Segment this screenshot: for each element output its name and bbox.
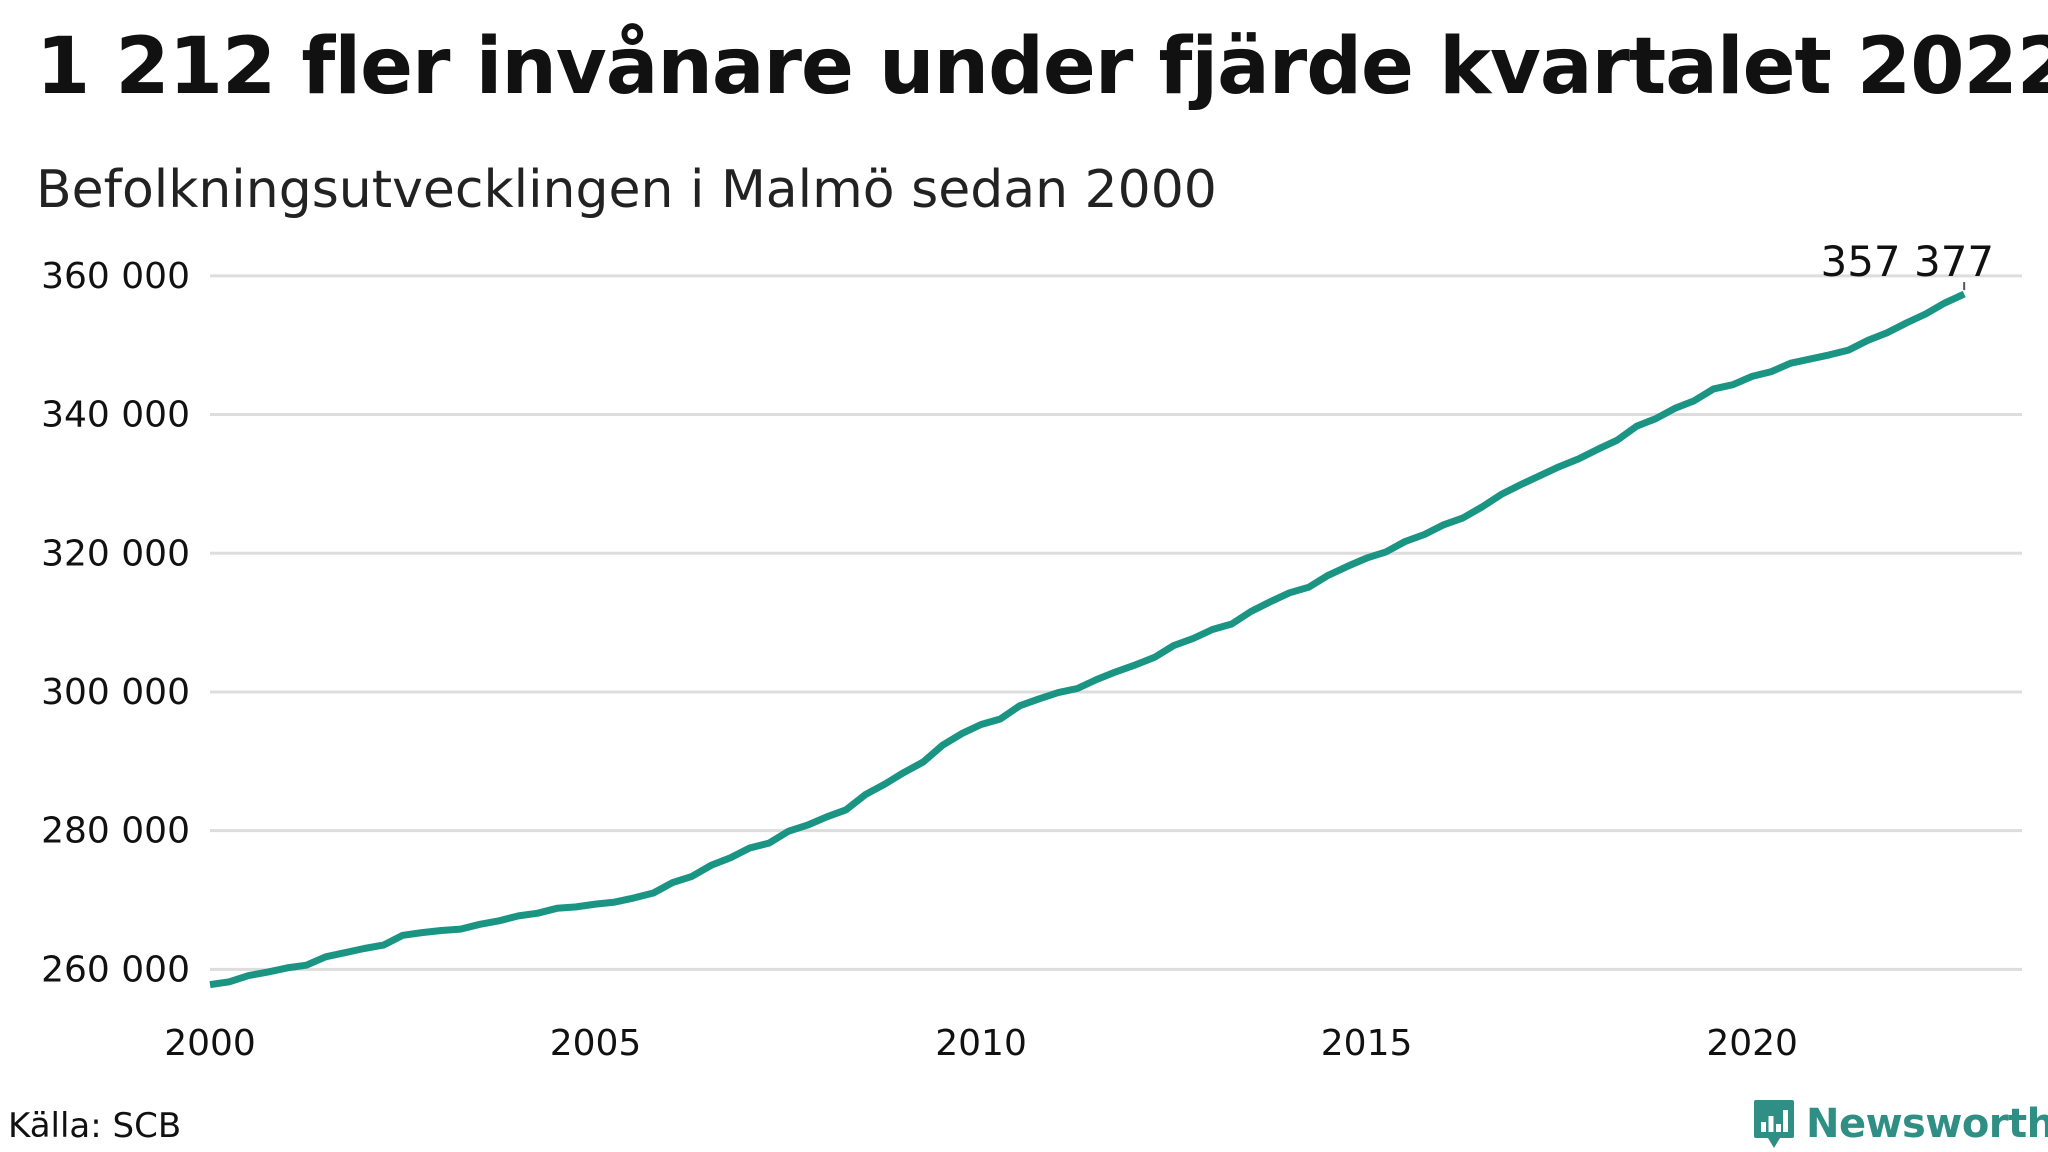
source-note: Källa: SCB [8,1106,182,1146]
end-value-label: 357 377 [1820,237,1994,286]
chart-title: 1 212 fler invånare under fjärde kvartal… [36,22,2048,112]
grid-lines [210,274,2022,971]
x-tick-label: 2005 [550,1023,642,1064]
chart-subtitle: Befolkningsutvecklingen i Malmö sedan 20… [36,160,1217,220]
y-tick-label: 360 000 [41,256,190,297]
x-axis: 2000 2005 2010 2015 2020 [164,1023,1798,1064]
x-tick-label: 2010 [935,1023,1027,1064]
newsworthy-logo-icon [1754,1100,1794,1148]
y-tick-label: 280 000 [41,811,190,852]
x-tick-label: 2000 [164,1023,256,1064]
x-tick-label: 2020 [1706,1023,1798,1064]
annotation-group: 357 377 [1820,237,1994,291]
y-tick-label: 340 000 [41,395,190,436]
y-tick-label: 300 000 [41,672,190,713]
y-axis: 260 000 280 000 300 000 320 000 340 000 360 0… [41,256,190,990]
newsworthy-logo: Newsworthy [1752,1098,2048,1150]
y-tick-label: 260 000 [41,949,190,990]
series-group [209,290,1966,989]
y-tick-label: 320 000 [41,533,190,574]
series-line [209,290,1966,989]
newsworthy-logo-text: Newsworthy [1806,1101,2048,1147]
x-tick-label: 2015 [1321,1023,1413,1064]
